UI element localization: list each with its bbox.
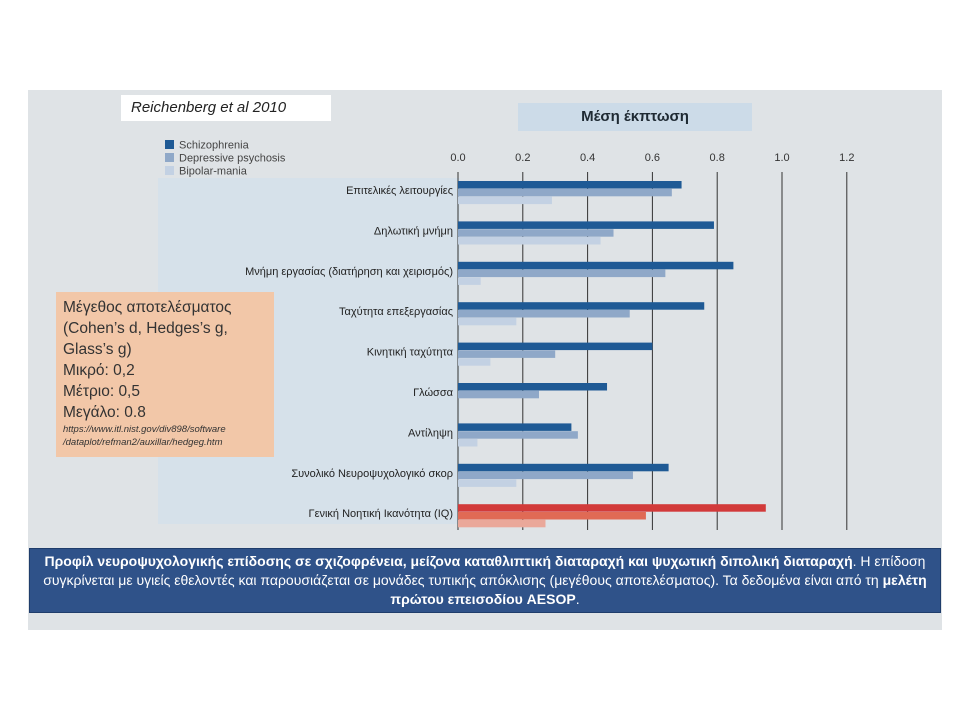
bar (458, 512, 646, 520)
category-label: Γενική Νοητική Ικανότητα (IQ) (309, 508, 453, 520)
caption-bold: Προφίλ νευροψυχολογικής επίδοσης σε σχιζ… (44, 553, 853, 569)
legend-label: Depressive psychosis (179, 153, 286, 165)
effect-size-small: Μικρό: 0,2 (63, 362, 135, 379)
category-label: Συνολικό Νευροψυχολογικό σκορ (291, 468, 453, 480)
legend-swatch (165, 166, 174, 175)
bar (458, 439, 478, 447)
bar (458, 317, 517, 326)
x-tick-label: 1.0 (774, 152, 789, 164)
x-tick-label: 0.8 (710, 152, 725, 164)
effect-size-large: Μεγάλο: 0.8 (63, 404, 146, 421)
reference-url: https://www.itl.nist.gov/div898/software (63, 424, 226, 435)
legend-swatch (165, 140, 174, 149)
x-tick-label: 0.6 (645, 152, 660, 164)
bar (458, 463, 669, 472)
bar (458, 188, 672, 197)
chart-title: Μέση έκπτωση (518, 103, 752, 131)
citation-label: Reichenberg et al 2010 (121, 95, 331, 121)
bar (458, 310, 630, 318)
x-tick-label: 1.2 (839, 152, 854, 164)
bar (458, 302, 705, 310)
category-label: Κινητική ταχύτητα (367, 347, 454, 359)
effect-size-line: Glass’s g) (63, 341, 132, 358)
bar (458, 431, 578, 439)
bar (458, 221, 714, 229)
bar (458, 504, 766, 512)
bar (458, 269, 666, 278)
bar (458, 342, 653, 351)
caption-end: . (575, 591, 580, 607)
x-tick-label: 0.2 (515, 152, 530, 164)
bar (458, 358, 491, 366)
category-label: Επιτελικές λειτουργίες (346, 185, 453, 197)
bar (458, 479, 517, 487)
bar (458, 277, 481, 285)
x-tick-label: 0.0 (450, 152, 465, 164)
effect-size-note: Μέγεθος αποτελέσματος (Cohen’s d, Hedges… (56, 292, 274, 457)
bar (458, 471, 633, 480)
bar (458, 390, 539, 399)
bar (458, 261, 734, 270)
legend-swatch (165, 153, 174, 162)
bar (458, 196, 552, 205)
effect-size-line: Μέγεθος αποτελέσματος (63, 299, 232, 316)
x-tick-label: 0.4 (580, 152, 595, 164)
legend-label: Bipolar-mania (179, 166, 248, 178)
category-label: Μνήμη εργασίας (διατήρηση και χειρισμός) (245, 266, 453, 278)
bar (458, 181, 682, 189)
bar (458, 423, 572, 431)
category-label: Δηλωτική μνήμη (374, 225, 453, 237)
bar (458, 383, 608, 391)
reference-url: /dataplot/refman2/auxillar/hedgeg.htm (63, 437, 223, 448)
bar (458, 237, 601, 245)
figure-caption: Προφίλ νευροψυχολογικής επίδοσης σε σχιζ… (29, 548, 941, 613)
category-label: Αντίληψη (408, 427, 453, 439)
bar (458, 350, 556, 358)
legend-label: Schizophrenia (179, 140, 250, 152)
effect-size-line: (Cohen’s d, Hedges’s g, (63, 320, 228, 337)
effect-size-medium: Μέτριο: 0,5 (63, 383, 140, 400)
category-label: Ταχύτητα επεξεργασίας (339, 306, 453, 318)
caption-bold-study: μελέτη πρώτου επεισοδίου AESOP (390, 572, 927, 607)
bar (458, 519, 546, 528)
bar (458, 229, 614, 237)
caption-text: . Η επίδοση συγκρίνεται με υγιείς εθελον… (43, 553, 926, 588)
category-label: Γλώσσα (413, 387, 454, 399)
